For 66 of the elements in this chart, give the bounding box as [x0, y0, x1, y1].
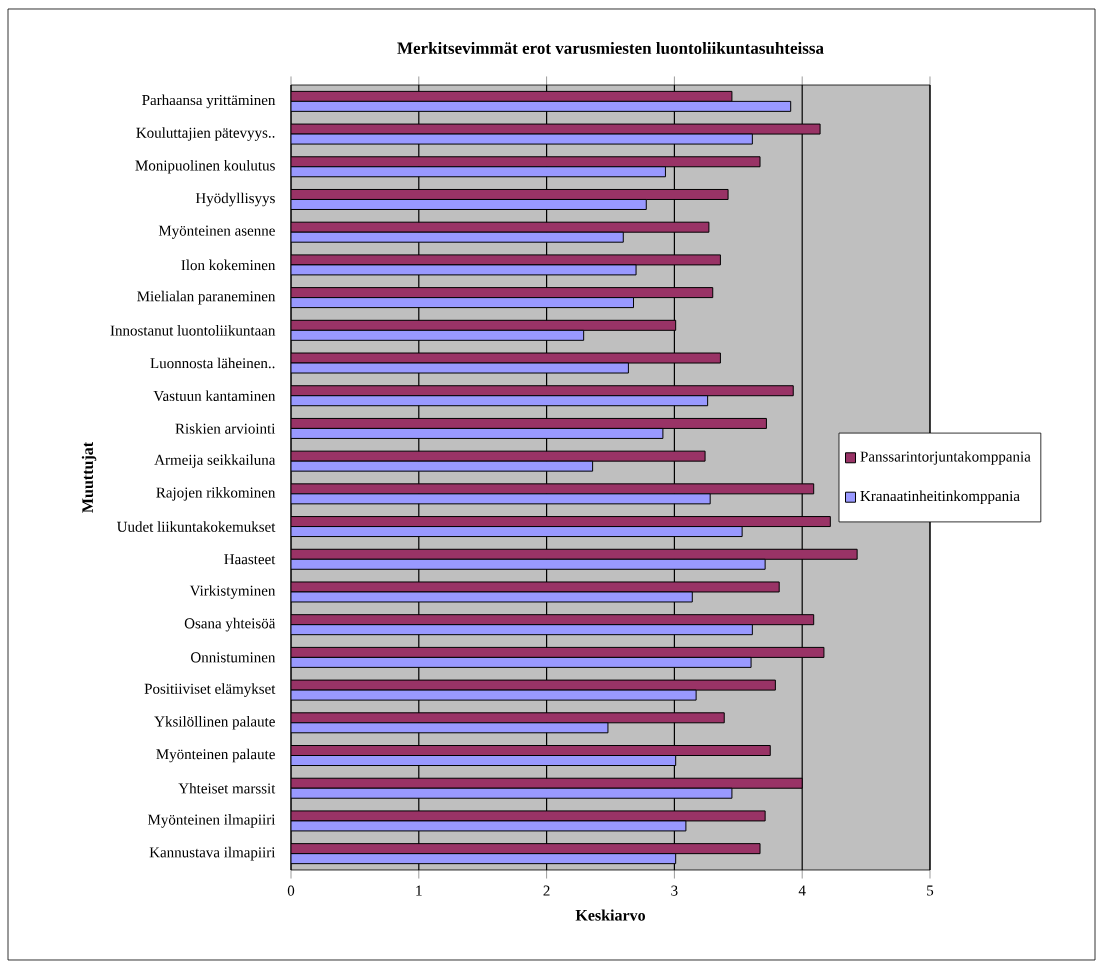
y-tick-label: Myönteinen asenne: [158, 225, 275, 239]
bar: [291, 166, 666, 178]
bar: [291, 755, 677, 767]
y-tick-label: Osana yhteisöä: [184, 617, 276, 632]
y-tick-label: Virkistyminen: [189, 585, 276, 599]
y-tick-label: Myönteinen ilmapiiri: [147, 814, 276, 828]
legend-label: Kranaatinheitinkomppania: [860, 490, 1020, 505]
y-tick-label: Riskien arviointi: [175, 423, 276, 434]
bar: [291, 558, 766, 570]
y-tick-label: Mielialan paraneminen: [137, 290, 276, 305]
y-tick-label: Parhaansa yrittäminen: [142, 94, 276, 109]
bar: [291, 787, 733, 799]
x-axis-title: Keskiarvo: [575, 909, 646, 921]
bar: [291, 853, 677, 865]
bar: [291, 385, 794, 397]
x-tick-label: 3: [671, 885, 678, 896]
bar: [291, 656, 752, 668]
x-tick-label: 0: [287, 885, 295, 896]
y-tick-label: Kouluttajien pätevyys..: [136, 127, 275, 141]
y-tick-label: Innostanut luontoliikuntaan: [110, 325, 276, 336]
bar: [291, 843, 761, 855]
bar: [291, 777, 803, 789]
bar: [291, 712, 725, 724]
y-tick-label: Rajojen rikkominen: [156, 487, 276, 501]
bar: [291, 417, 767, 429]
chart-title: Merkitsevimmät erot varusmiesten luontoliikuntasuhteissa: [397, 41, 824, 54]
bar: [291, 745, 771, 757]
y-tick-label: Vastuun kantaminen: [153, 390, 276, 402]
bar: [291, 427, 664, 439]
bar: [291, 297, 635, 309]
y-tick-label: Luonnosta läheinen..: [150, 357, 275, 369]
x-tick-label: 1: [416, 885, 422, 896]
bar: [291, 516, 831, 528]
y-tick-label: Kannustava ilmapiiri: [149, 846, 276, 861]
y-tick-label: Onnistuminen: [191, 652, 276, 663]
bar: [291, 287, 714, 299]
y-tick-label: Yksilöllinen palaute: [154, 716, 275, 730]
y-tick-label: Armeija seikkailuna: [154, 454, 276, 468]
y-tick-label: Haasteet: [224, 554, 276, 565]
bar: [291, 624, 753, 636]
bar: [291, 221, 710, 233]
bar: [291, 526, 743, 538]
x-tick-label: 4: [798, 885, 806, 896]
x-tick-label: 5: [927, 885, 934, 896]
y-tick-label: Hyödyllisyys: [195, 192, 275, 207]
x-tick-label: 2: [543, 885, 550, 896]
bar: [291, 198, 647, 210]
bar: [291, 614, 815, 626]
bar: [291, 156, 761, 168]
y-tick-label: Ilon kokeminen: [181, 259, 276, 271]
y-tick-label: Positiiviset elämykset: [144, 683, 276, 697]
y-tick-label: Uudet liikuntakokemukset: [116, 521, 276, 532]
bar: [291, 90, 733, 102]
y-tick-label: Monipuolinen koulutus: [135, 159, 275, 174]
legend-label: Panssarintorjuntakomppania: [860, 451, 1031, 465]
bar: [291, 329, 585, 341]
bar: [291, 231, 624, 243]
bar: [291, 319, 677, 331]
bar: [291, 188, 729, 200]
y-tick-label: Yhteiset marssit: [178, 782, 276, 794]
bar: [291, 395, 709, 407]
bar: [291, 646, 825, 658]
y-axis-title: Muuttujat: [81, 442, 97, 513]
y-tick-label: Myönteinen palaute: [156, 748, 275, 763]
bar: [291, 100, 792, 112]
bar: [291, 548, 858, 560]
